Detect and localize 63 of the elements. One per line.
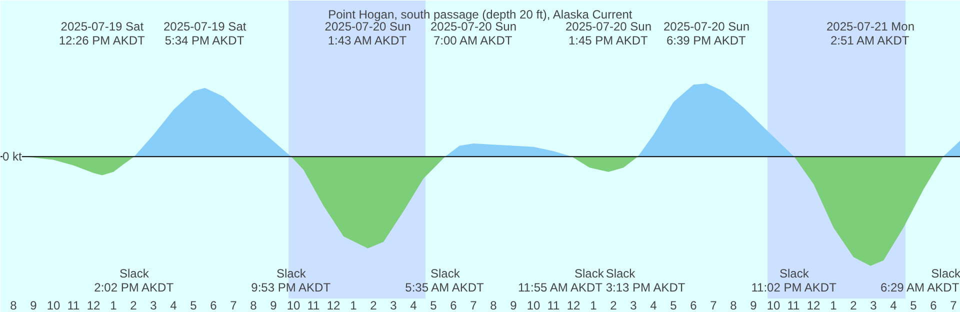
x-tick-label: 5 [670, 298, 678, 312]
x-tick-label: 2 [130, 298, 138, 312]
x-tick-label: 1 [830, 298, 838, 312]
text: 2025-07-21 Mon 2:51 AM AKDT [826, 20, 915, 48]
x-tick-label: 6 [690, 298, 698, 312]
x-tick-label: 1 [590, 298, 598, 312]
x-tick-label: 11 [547, 298, 560, 312]
x-tick-label: 12 [566, 298, 580, 312]
x-tick-label: 4 [410, 298, 418, 312]
x-tick-label: 6 [930, 298, 938, 312]
x-tick-label: 5 [910, 298, 918, 312]
x-tick-label: 8 [730, 298, 738, 312]
x-tick-label: 6 [210, 298, 218, 312]
x-tick-label: 2 [610, 298, 618, 312]
x-tick-label: 9 [510, 298, 518, 312]
x-tick-label: 7 [950, 298, 958, 312]
x-tick-label: 8 [490, 298, 498, 312]
x-tick-label: 11 [67, 298, 80, 312]
x-tick-label: 8 [250, 298, 258, 312]
text: Slack 11:55 AM AKDT [518, 266, 605, 294]
x-tick-label: 7 [230, 298, 238, 312]
x-tick-label: 4 [170, 298, 178, 312]
text: 2025-07-20 Sun 6:39 PM AKDT [663, 20, 750, 48]
x-tick-label: 9 [750, 298, 758, 312]
x-tick-label: 3 [390, 298, 398, 312]
annotation: 0 kt [2, 150, 23, 164]
x-tick-label: 11 [307, 298, 320, 312]
x-tick-label: 12 [86, 298, 100, 312]
x-tick-label: 12 [326, 298, 340, 312]
x-tick-label: 1 [110, 298, 118, 312]
x-tick-label: 12 [806, 298, 820, 312]
x-tick-label: 3 [630, 298, 638, 312]
x-tick-label: 7 [470, 298, 478, 312]
x-tick-label: 2 [370, 298, 378, 312]
x-tick-label: 5 [430, 298, 438, 312]
x-tick-label: 10 [286, 298, 300, 312]
x-tick-label: 10 [766, 298, 780, 312]
x-tick-label: 9 [30, 298, 38, 312]
x-tick-label: 9 [270, 298, 278, 312]
text: Slack 11:02 PM AKDT [751, 266, 838, 294]
text: 2025-07-20 Sun 1:45 PM AKDT [565, 20, 652, 48]
x-tick-label: 5 [190, 298, 198, 312]
text: 2025-07-20 Sun 1:43 AM AKDT [324, 20, 411, 48]
x-tick-label: 8 [10, 298, 18, 312]
text: 2025-07-19 Sat 5:34 PM AKDT [163, 20, 247, 48]
x-tick-label: 3 [150, 298, 158, 312]
text: 2025-07-19 Sat 12:26 PM AKDT [58, 20, 146, 48]
x-tick-label: 10 [526, 298, 540, 312]
text: Slack 5:35 AM AKDT [405, 266, 485, 294]
text: 2025-07-20 Sun 7:00 AM AKDT [430, 20, 517, 48]
chart-title: Point Hogan, south passage (depth 20 ft), Alaska Current [328, 8, 633, 22]
x-tick-label: 7 [710, 298, 718, 312]
x-tick-label: 10 [46, 298, 60, 312]
text: Slack 3:13 PM AKDT [606, 266, 686, 294]
text: Slack 9:53 PM AKDT [251, 266, 332, 294]
x-tick-label: 4 [890, 298, 898, 312]
x-tick-label: 11 [787, 298, 800, 312]
x-tick-label: 1 [350, 298, 358, 312]
text: Slack 2:02 PM AKDT [94, 266, 174, 294]
x-tick-label: 2 [850, 298, 858, 312]
x-tick-label: 3 [870, 298, 878, 312]
x-tick-label: 4 [650, 298, 658, 312]
x-tick-label: 6 [450, 298, 458, 312]
